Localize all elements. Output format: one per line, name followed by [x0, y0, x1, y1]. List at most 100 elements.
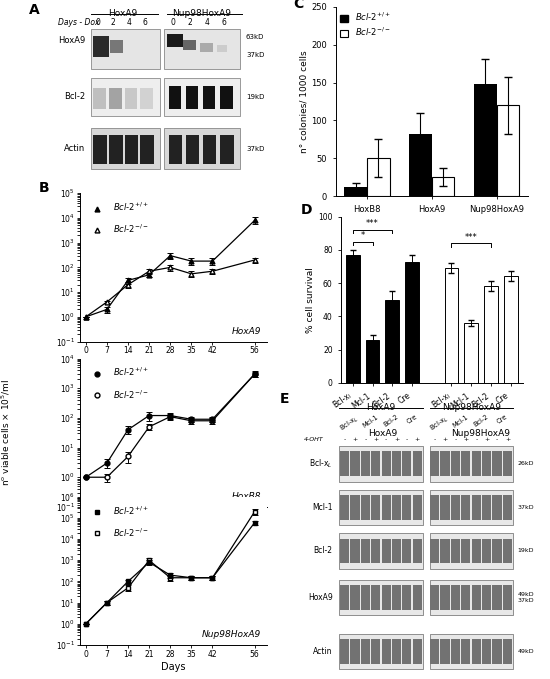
Text: 49kD
37kD: 49kD 37kD: [518, 592, 534, 603]
Bar: [371, 538, 380, 564]
Bar: [441, 538, 449, 564]
Text: +: +: [373, 437, 378, 442]
Bar: [403, 585, 411, 610]
Bar: [140, 134, 154, 164]
Bar: [186, 86, 199, 109]
Text: Mcl-1: Mcl-1: [312, 503, 333, 512]
Bar: [203, 134, 217, 164]
Text: -: -: [385, 437, 387, 442]
Bar: [382, 640, 390, 664]
Bar: [403, 538, 411, 564]
Text: C: C: [293, 0, 304, 12]
Text: Bcl-2: Bcl-2: [383, 414, 400, 428]
Bar: [382, 495, 390, 520]
Bar: [461, 585, 470, 610]
Text: HoxA9: HoxA9: [308, 593, 333, 602]
Text: ***: ***: [366, 219, 379, 228]
Bar: [492, 452, 502, 476]
Text: +: +: [463, 437, 469, 442]
Bar: [444, 268, 458, 383]
Text: Nup98HoxA9: Nup98HoxA9: [202, 630, 261, 639]
Bar: [504, 276, 518, 383]
Text: HoxA9: HoxA9: [368, 429, 397, 439]
Bar: [371, 640, 380, 664]
Text: B: B: [39, 181, 50, 196]
Bar: [183, 39, 196, 50]
Text: 0: 0: [95, 18, 100, 27]
Bar: [220, 86, 233, 109]
Bar: [167, 35, 183, 47]
Bar: [441, 452, 449, 476]
Bar: [109, 134, 123, 164]
Bar: [403, 452, 411, 476]
Bar: [382, 538, 390, 564]
Text: +: +: [505, 437, 510, 442]
Text: 63kD: 63kD: [246, 34, 265, 40]
Bar: [200, 43, 212, 52]
Text: -: -: [406, 437, 408, 442]
Bar: [350, 585, 360, 610]
Text: 37kD: 37kD: [518, 505, 534, 510]
Text: Nup98HoxA9: Nup98HoxA9: [173, 9, 232, 18]
Bar: [472, 452, 481, 476]
Bar: [382, 585, 390, 610]
Bar: [366, 340, 379, 383]
Bar: [492, 640, 502, 664]
Text: E: E: [279, 392, 289, 405]
Text: 6: 6: [222, 18, 227, 27]
Bar: [94, 88, 106, 109]
Bar: [451, 452, 460, 476]
Text: 4: 4: [126, 18, 131, 27]
Text: HoxA9: HoxA9: [232, 327, 261, 335]
Text: HoxA9: HoxA9: [366, 403, 395, 411]
Text: Mcl-1: Mcl-1: [362, 414, 380, 428]
Text: D: D: [301, 204, 312, 217]
Bar: [412, 495, 422, 520]
Text: A: A: [29, 3, 40, 18]
Bar: [340, 495, 349, 520]
Text: Bcl-x$_L$: Bcl-x$_L$: [428, 414, 452, 434]
Bar: [340, 452, 349, 476]
Bar: [484, 287, 498, 383]
Text: +: +: [443, 437, 448, 442]
Text: +: +: [484, 437, 490, 442]
Text: 19kD: 19kD: [246, 94, 265, 100]
Bar: [371, 495, 380, 520]
Bar: [430, 585, 439, 610]
Bar: [482, 452, 491, 476]
Bar: [392, 640, 401, 664]
Bar: [482, 585, 491, 610]
Bar: [461, 452, 470, 476]
Text: Actin: Actin: [64, 144, 85, 153]
Text: Bcl-2: Bcl-2: [473, 414, 490, 428]
Bar: [361, 585, 370, 610]
Text: Actin: Actin: [313, 647, 333, 657]
Bar: [361, 640, 370, 664]
Text: Days - Dox: Days - Dox: [58, 18, 100, 27]
Bar: [441, 640, 449, 664]
Bar: [503, 538, 512, 564]
Y-axis label: % cell survival: % cell survival: [306, 267, 315, 333]
Text: 4: 4: [205, 18, 210, 27]
Text: Cre: Cre: [496, 414, 509, 425]
Bar: [371, 452, 380, 476]
Bar: [409, 134, 432, 196]
Bar: [203, 86, 216, 109]
Text: 49kD: 49kD: [518, 649, 534, 655]
Bar: [405, 261, 419, 383]
Text: -: -: [364, 437, 366, 442]
Bar: [94, 36, 109, 57]
Text: Bcl-2: Bcl-2: [64, 92, 85, 101]
Text: -: -: [433, 437, 436, 442]
Bar: [186, 134, 199, 164]
Bar: [492, 538, 502, 564]
Bar: [503, 585, 512, 610]
Bar: [361, 495, 370, 520]
Y-axis label: n° colonies/ 1000 cells: n° colonies/ 1000 cells: [300, 50, 309, 153]
Text: Bcl-x$_L$: Bcl-x$_L$: [309, 458, 333, 470]
Bar: [430, 538, 439, 564]
Text: 26kD: 26kD: [518, 461, 534, 466]
Bar: [371, 585, 380, 610]
Bar: [392, 538, 401, 564]
Bar: [451, 538, 460, 564]
